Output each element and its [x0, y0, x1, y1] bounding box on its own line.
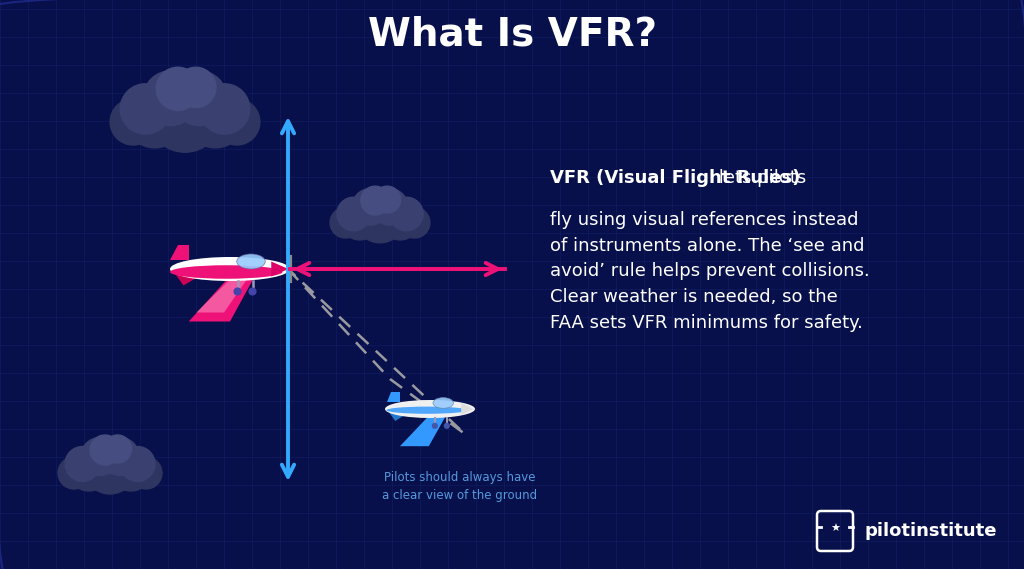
Text: pilotinstitute: pilotinstitute: [865, 522, 997, 540]
Circle shape: [68, 449, 110, 491]
Circle shape: [249, 288, 256, 295]
Text: ★: ★: [830, 524, 840, 534]
Text: fly using visual references instead
of instruments alone. The ‘see and
avoid’ ru: fly using visual references instead of i…: [550, 211, 869, 332]
Circle shape: [101, 438, 139, 476]
Circle shape: [444, 423, 450, 428]
Circle shape: [389, 197, 423, 231]
Circle shape: [81, 438, 119, 476]
Circle shape: [130, 457, 162, 489]
Polygon shape: [174, 272, 197, 286]
Ellipse shape: [386, 407, 468, 414]
Circle shape: [147, 77, 222, 152]
Circle shape: [185, 88, 246, 148]
Ellipse shape: [385, 400, 475, 418]
Circle shape: [157, 67, 200, 110]
Text: lets pilots: lets pilots: [713, 169, 806, 187]
Circle shape: [399, 207, 430, 238]
Circle shape: [120, 84, 171, 134]
Polygon shape: [461, 403, 474, 415]
Polygon shape: [400, 411, 447, 446]
Circle shape: [120, 447, 155, 481]
Circle shape: [380, 200, 420, 240]
Circle shape: [432, 423, 437, 428]
Circle shape: [103, 435, 131, 463]
Circle shape: [200, 84, 250, 134]
Circle shape: [330, 207, 360, 238]
Polygon shape: [388, 411, 404, 421]
Ellipse shape: [170, 265, 283, 279]
Circle shape: [90, 435, 120, 465]
Circle shape: [352, 188, 389, 225]
Polygon shape: [188, 272, 256, 321]
Circle shape: [58, 457, 90, 489]
Circle shape: [65, 447, 100, 481]
Text: VFR (Visual Flight Rules) lets pilots: VFR (Visual Flight Rules) lets pilots: [550, 169, 863, 187]
Circle shape: [337, 197, 371, 231]
Ellipse shape: [433, 398, 454, 409]
Circle shape: [234, 288, 241, 295]
Circle shape: [374, 186, 400, 213]
Circle shape: [84, 442, 136, 494]
Circle shape: [372, 188, 408, 225]
Ellipse shape: [170, 257, 290, 281]
Circle shape: [110, 449, 152, 491]
Text: What Is VFR?: What Is VFR?: [368, 15, 656, 53]
Polygon shape: [170, 245, 188, 260]
Circle shape: [176, 67, 216, 108]
Ellipse shape: [237, 254, 265, 269]
Circle shape: [143, 71, 198, 126]
Circle shape: [214, 99, 260, 145]
Circle shape: [111, 99, 157, 145]
Circle shape: [172, 71, 226, 126]
Polygon shape: [387, 392, 400, 402]
Circle shape: [360, 186, 389, 215]
Text: VFR (Visual Flight Rules): VFR (Visual Flight Rules): [550, 169, 801, 187]
Polygon shape: [271, 262, 289, 277]
Circle shape: [355, 193, 404, 243]
Circle shape: [125, 88, 185, 148]
Circle shape: [340, 200, 380, 240]
Polygon shape: [197, 272, 251, 312]
Text: Pilots should always have
a clear view of the ground: Pilots should always have a clear view o…: [382, 471, 538, 502]
